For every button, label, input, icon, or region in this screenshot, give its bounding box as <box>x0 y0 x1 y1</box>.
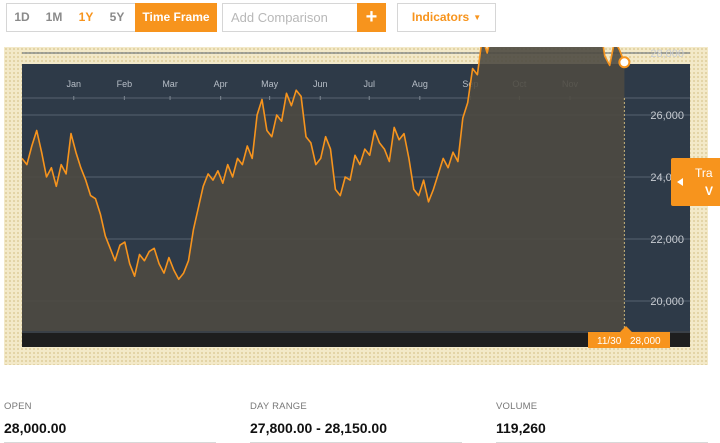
chart-panel: JanFebMarAprMayJunJulAugSepOctNov 20,000… <box>4 47 708 365</box>
month-tick-label: Jul <box>363 79 375 89</box>
time-frame-label: Time Frame <box>135 3 217 32</box>
timeframe-1y-button[interactable]: 1Y <box>78 10 94 24</box>
tracker-label-pointer <box>620 326 632 332</box>
stat-volume: VOLUME 119,260 <box>496 401 708 443</box>
y-tick-label: 26,000 <box>650 110 684 122</box>
timeframe-1m-button[interactable]: 1M <box>45 10 63 24</box>
month-tick-label: Jun <box>313 79 328 89</box>
plus-icon: + <box>365 6 378 28</box>
stat-volume-value: 119,260 <box>496 420 546 436</box>
plot-bottom-strip <box>22 331 690 347</box>
month-tick-label: Mar <box>162 79 178 89</box>
month-tick-label: Jan <box>66 79 81 89</box>
y-tick-label: 22,000 <box>650 234 684 246</box>
tracker-panel-tab[interactable]: Tra V <box>671 158 720 206</box>
y-tick-label: 28,000 <box>650 48 684 60</box>
add-comparison-input[interactable] <box>222 3 365 32</box>
month-tick-label: Aug <box>412 79 428 89</box>
stat-open-value: 28,000.00 <box>4 420 67 436</box>
tracker-label-box <box>588 332 670 348</box>
stat-volume-label: VOLUME <box>496 401 538 412</box>
timeframe-group: 1D 1M 1Y 5Y Time Frame <box>6 3 217 32</box>
timeframe-1d-button[interactable]: 1D <box>14 10 30 24</box>
add-comparison-button[interactable]: + <box>357 3 386 32</box>
indicators-dropdown[interactable]: Indicators ▼ <box>397 3 496 32</box>
price-line <box>21 47 626 281</box>
price-chart[interactable]: JanFebMarAprMayJunJulAugSepOctNov 20,000… <box>4 47 708 365</box>
price-area <box>22 47 625 331</box>
stat-day-range-label: DAY RANGE <box>250 401 307 412</box>
month-tick-label: Feb <box>117 79 133 89</box>
stat-day-range-value: 27,800.00 - 28,150.00 <box>250 420 388 436</box>
tracker-tab-label: Tra <box>695 166 713 180</box>
stat-day-range: DAY RANGE 27,800.00 - 28,150.00 <box>250 401 462 443</box>
stat-open: OPEN 28,000.00 <box>4 401 216 443</box>
caret-down-icon: ▼ <box>473 13 482 22</box>
month-tick-label: Apr <box>214 79 228 89</box>
indicators-label: Indicators <box>411 10 470 24</box>
tracker-label: 11/30 28,000 <box>588 326 670 348</box>
tracker-tab-sub: V <box>705 184 714 198</box>
stat-open-label: OPEN <box>4 401 32 412</box>
arrow-left-icon <box>677 178 683 186</box>
tracker-value: 28,000 <box>630 336 661 347</box>
tracker-point[interactable] <box>618 56 631 69</box>
y-tick-label: 20,000 <box>650 296 684 308</box>
month-tick-label: May <box>261 79 279 89</box>
tracker-date: 11/30 <box>597 336 622 347</box>
timeframe-5y-button[interactable]: 5Y <box>109 10 125 24</box>
